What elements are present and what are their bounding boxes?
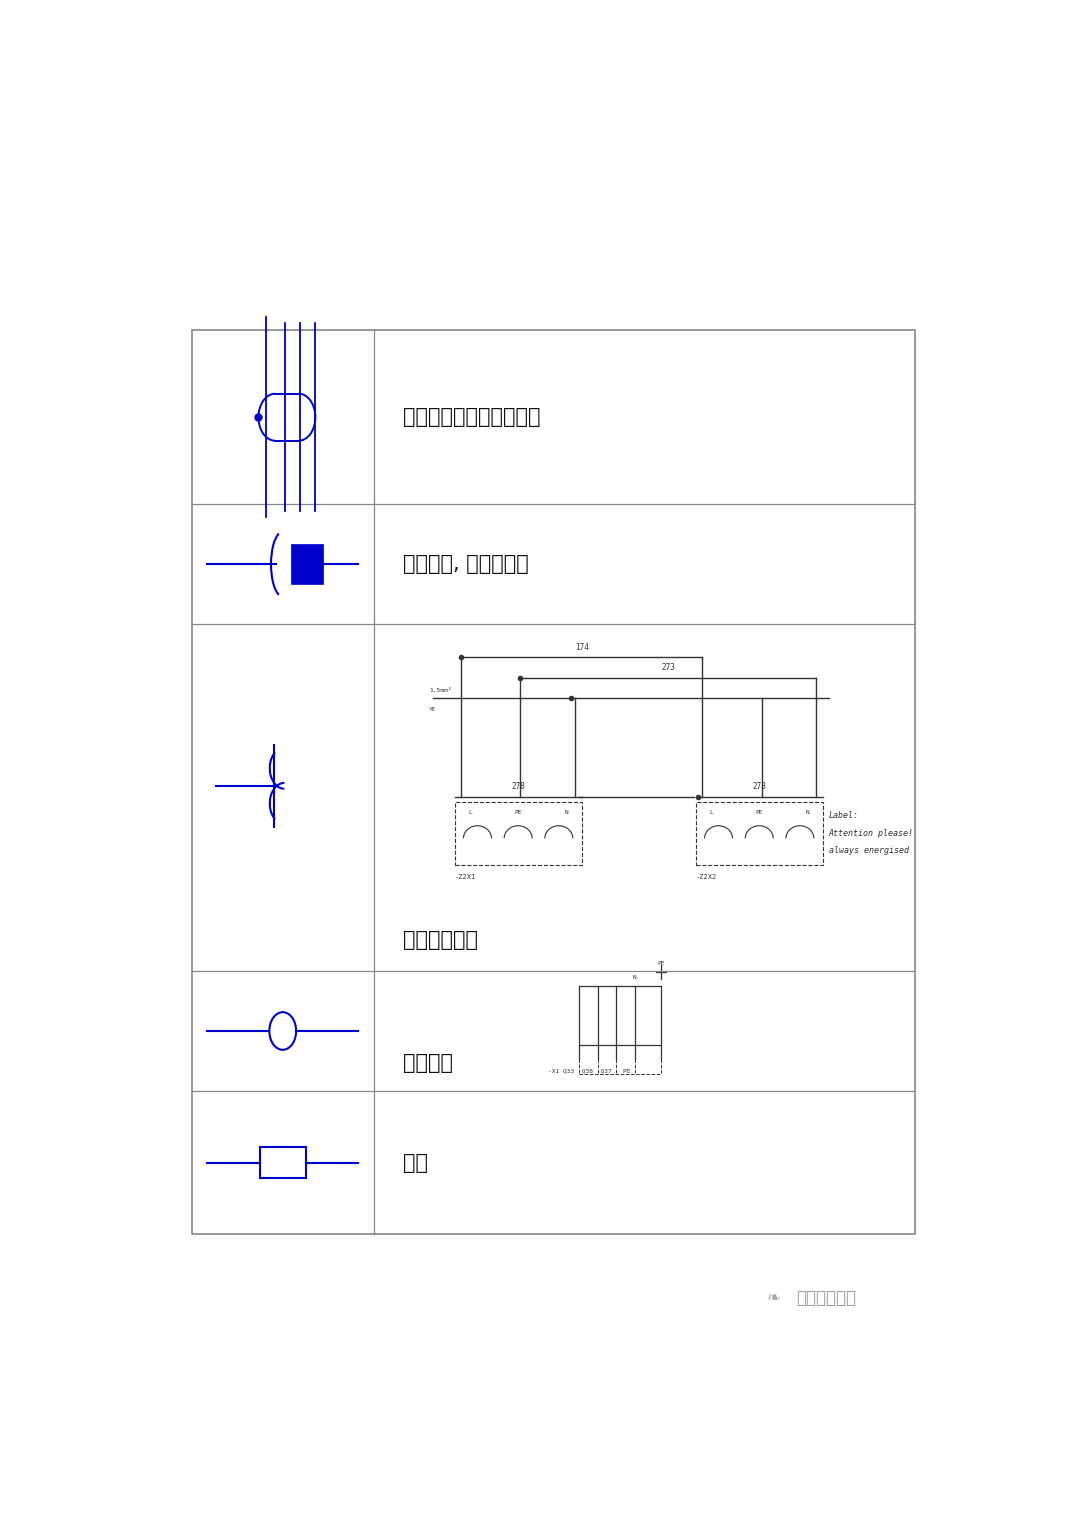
Text: -Z2X2: -Z2X2: [696, 875, 717, 880]
Text: 导线的防护、遮挡、屏蔽: 导线的防护、遮挡、屏蔽: [403, 408, 540, 428]
Text: N: N: [806, 809, 809, 815]
Text: 278: 278: [753, 782, 766, 791]
Text: Attention please!: Attention please!: [828, 829, 914, 838]
Text: YE: YE: [429, 707, 436, 712]
Text: ❧: ❧: [767, 1289, 781, 1307]
Text: 连接端子: 连接端子: [403, 1054, 453, 1073]
Text: N: N: [633, 976, 636, 980]
Bar: [292, 544, 323, 585]
Bar: [455, 802, 582, 864]
Text: 电阵: 电阵: [403, 1153, 428, 1173]
Text: 电源输出插座: 电源输出插座: [403, 930, 477, 950]
Text: 1.5mm²: 1.5mm²: [429, 689, 451, 693]
Bar: [192, 330, 915, 1234]
Text: PE: PE: [658, 960, 665, 967]
Text: N: N: [565, 809, 568, 815]
Text: L: L: [710, 809, 713, 815]
Text: always energised: always energised: [828, 846, 908, 855]
Text: 西安西驰电气: 西安西驰电气: [796, 1289, 856, 1307]
Text: Label:: Label:: [828, 811, 859, 820]
Bar: [259, 1147, 306, 1177]
Text: 273: 273: [661, 663, 675, 672]
Text: L: L: [468, 809, 472, 815]
Text: 174: 174: [575, 643, 589, 652]
Text: PE: PE: [756, 809, 762, 815]
Text: PE: PE: [514, 809, 522, 815]
Text: 连接方式, 插头、插口: 连接方式, 插头、插口: [403, 554, 528, 574]
Bar: [696, 802, 823, 864]
Text: 278: 278: [511, 782, 525, 791]
Text: -X1 Q33  Q38  Q37   PE: -X1 Q33 Q38 Q37 PE: [548, 1069, 630, 1073]
Text: -Z2X1: -Z2X1: [455, 875, 476, 880]
